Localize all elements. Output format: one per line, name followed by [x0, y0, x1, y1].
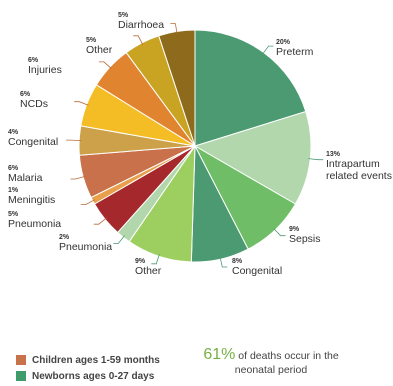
- slice-percent-label: 13%: [326, 151, 341, 158]
- slice-percent-label: 6%: [20, 91, 31, 98]
- slice-name-label: Meningitis: [8, 194, 55, 206]
- leader-line: [80, 199, 95, 206]
- slice-name-label: Diarrhoea: [118, 19, 164, 31]
- legend-label-children: Children ages 1-59 months: [32, 354, 160, 366]
- leader-line: [74, 101, 89, 106]
- slice-name-label: related events: [326, 170, 392, 182]
- leader-line: [66, 139, 82, 141]
- slice-name-label: NCDs: [20, 98, 48, 110]
- leader-line: [170, 23, 178, 34]
- slice-name-label: Intrapartum: [326, 158, 380, 170]
- slice-name-label: Malaria: [8, 172, 43, 184]
- leader-line: [273, 228, 286, 237]
- slice-percent-label: 9%: [289, 226, 300, 233]
- slice-percent-label: 8%: [232, 258, 243, 265]
- slice-percent-label: 6%: [28, 57, 39, 64]
- legend-swatch-newborns: [16, 371, 26, 381]
- slice-name-label: Pneumonia: [8, 218, 61, 230]
- note-text-2: neonatal period: [234, 364, 308, 376]
- slice-name-label: Sepsis: [289, 233, 321, 245]
- slice-name-label: Pneumonia: [59, 241, 112, 253]
- leader-line: [219, 257, 228, 268]
- slice-percent-label: 20%: [276, 39, 291, 46]
- slice-percent-label: 5%: [118, 12, 129, 19]
- slice-percent-label: 5%: [8, 211, 19, 218]
- leader-line: [151, 254, 160, 265]
- slice-percent-label: 1%: [8, 187, 19, 194]
- note-number: 61%: [203, 346, 236, 363]
- legend: Children ages 1-59 months Newborns ages …: [16, 352, 160, 384]
- slice-name-label: Other: [86, 44, 113, 56]
- leader-line: [262, 45, 274, 55]
- slice-percent-label: 2%: [59, 234, 70, 241]
- leader-line: [93, 217, 107, 225]
- legend-label-newborns: Newborns ages 0-27 days: [32, 370, 155, 382]
- leader-line: [98, 61, 112, 69]
- slice-percent-label: 9%: [135, 258, 146, 265]
- note-text-1: of deaths occur in the: [238, 350, 339, 362]
- leader-line: [70, 176, 86, 180]
- leader-line: [133, 35, 144, 45]
- slice-name-label: Congenital: [232, 265, 282, 277]
- slice-percent-label: 4%: [8, 129, 19, 136]
- neonatal-note: 61% of deaths occur in the neonatal peri…: [186, 346, 356, 377]
- slice-name-label: Other: [135, 265, 162, 277]
- leader-line: [308, 158, 324, 161]
- leader-line: [113, 235, 125, 244]
- slice-percent-label: 6%: [8, 165, 19, 172]
- slice-name-label: Preterm: [276, 46, 314, 58]
- slice-name-label: Congenital: [8, 136, 58, 148]
- legend-swatch-children: [16, 355, 26, 365]
- slice-percent-label: 5%: [86, 37, 97, 44]
- legend-item-newborns: Newborns ages 0-27 days: [16, 368, 160, 384]
- legend-item-children: Children ages 1-59 months: [16, 352, 160, 368]
- slice-name-label: Injuries: [28, 64, 62, 76]
